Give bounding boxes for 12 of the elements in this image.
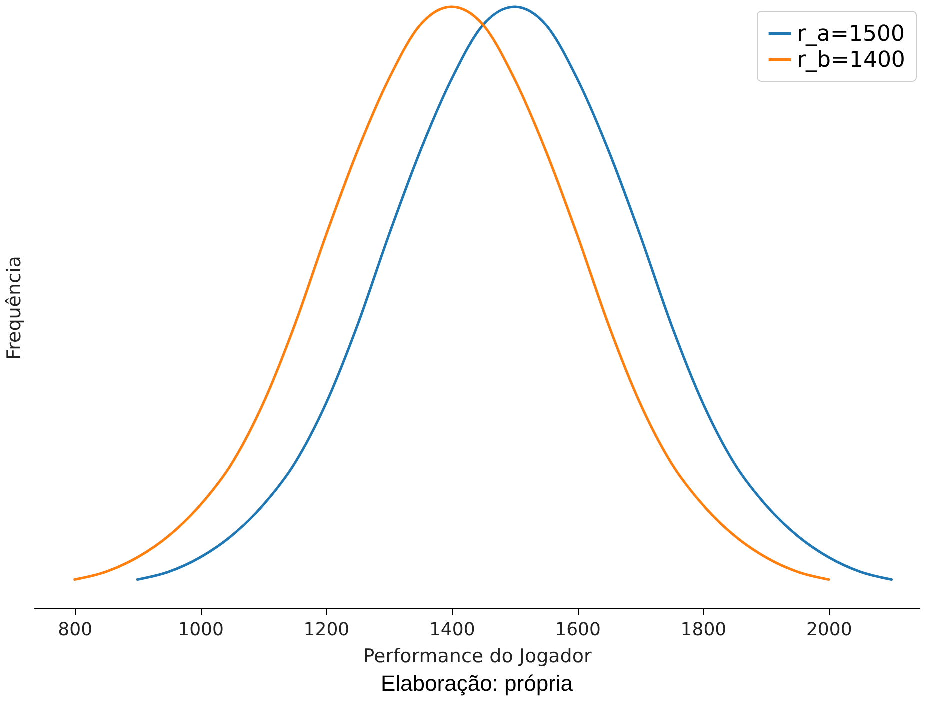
- x-tick-label: 1800: [680, 620, 727, 640]
- x-tick-label: 1200: [304, 620, 350, 640]
- x-axis-title: Performance do Jogador: [363, 646, 592, 668]
- legend-label: r_a=1500: [797, 22, 905, 47]
- x-tick-label: 1000: [178, 620, 224, 640]
- x-tick-label: 2000: [806, 620, 852, 640]
- x-tick-label: 1600: [555, 620, 601, 640]
- legend-label: r_b=1400: [797, 48, 906, 73]
- y-axis-title: Frequência: [4, 256, 26, 360]
- x-tick-label: 1400: [429, 620, 476, 640]
- text: Elaboração: própria: [380, 671, 574, 696]
- x-tick-label: 800: [58, 620, 93, 640]
